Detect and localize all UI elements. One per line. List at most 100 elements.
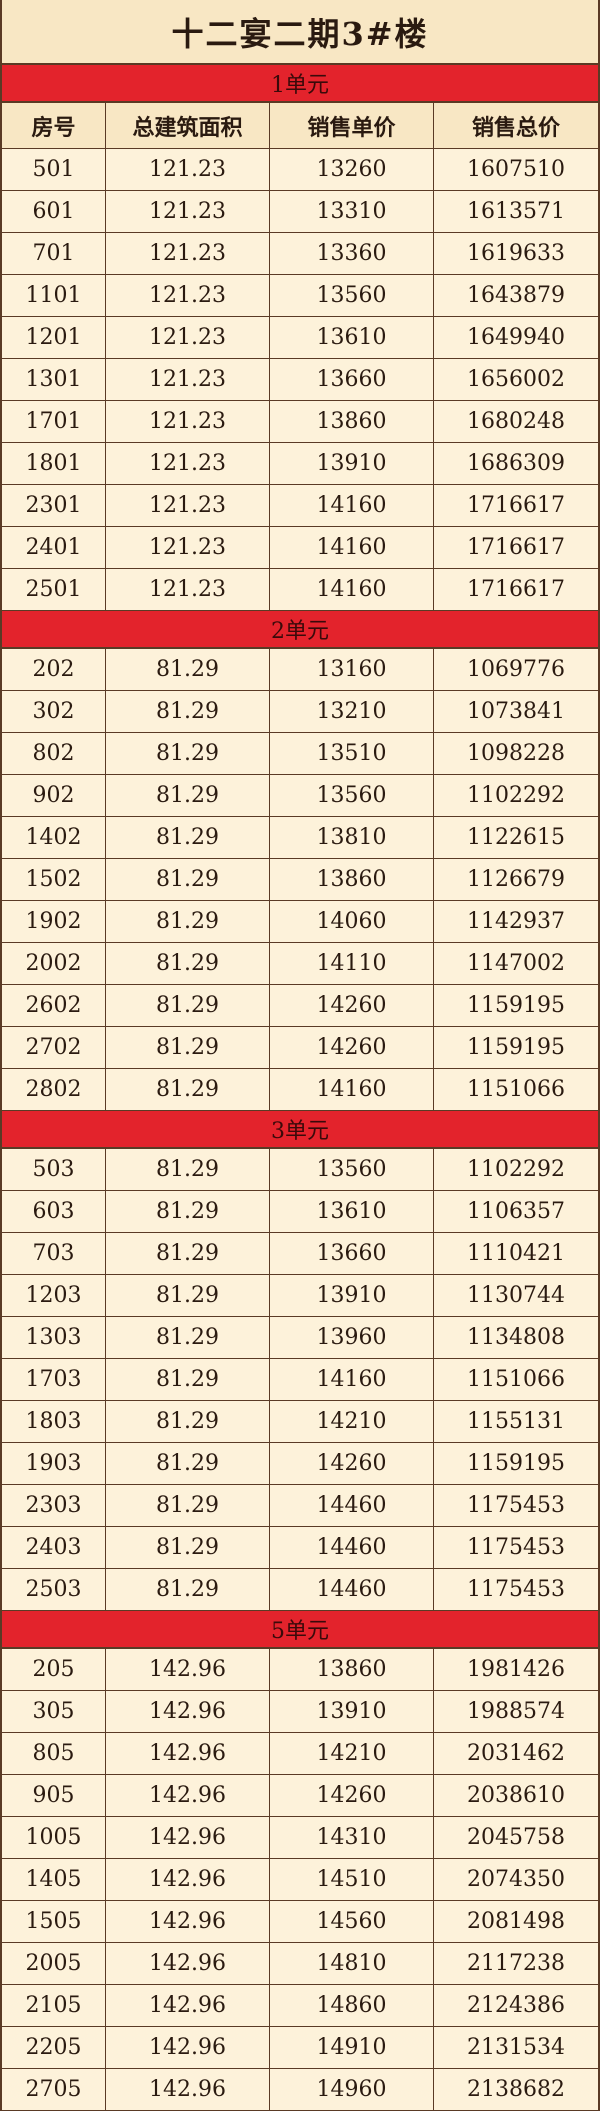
table-cell: 1102292	[467, 1157, 565, 1182]
header-cell: 总建筑面积	[106, 103, 270, 148]
table-cell: 14810	[270, 1943, 434, 1984]
table-cell: 1130744	[467, 1283, 565, 1308]
table-cell: 14460	[270, 1485, 434, 1526]
table-cell: 81.29	[106, 1027, 270, 1068]
table-cell: 905	[2, 1775, 106, 1816]
section-label: 3单元	[2, 1111, 598, 1149]
table-row: 703 81.29 13660 1110421	[2, 1233, 598, 1275]
table-cell: 14460	[270, 1527, 434, 1568]
table-cell: 14910	[270, 2027, 434, 2068]
table-cell: 121.23	[106, 401, 270, 442]
table-cell: 13260	[270, 149, 434, 190]
table-row: 1801 121.23 13910 1686309	[2, 443, 598, 485]
table-cell: 81.29	[106, 859, 270, 900]
table-cell: 81.29	[106, 1485, 270, 1526]
table-cell: 81.29	[106, 1527, 270, 1568]
table-cell: 14510	[270, 1859, 434, 1900]
table-cell: 142.96	[106, 1859, 270, 1900]
table-cell: 2131534	[467, 2035, 565, 2060]
table-cell: 1613571	[467, 199, 565, 224]
table-cell: 121.23	[106, 443, 270, 484]
table-row: 1201 121.23 13610 1649940	[2, 317, 598, 359]
table-row: 1902 81.29 14060 1142937	[2, 901, 598, 943]
table-cell: 14210	[270, 1401, 434, 1442]
table-cell: 81.29	[106, 1233, 270, 1274]
table-row: 2205 142.96 14910 2131534	[2, 2027, 598, 2069]
table-cell: 1903	[2, 1443, 106, 1484]
table-cell: 81.29	[106, 1191, 270, 1232]
table-cell: 81.29	[106, 817, 270, 858]
table-cell: 121.23	[106, 149, 270, 190]
table-cell: 2002	[2, 943, 106, 984]
table-cell: 81.29	[106, 649, 270, 690]
table-cell: 1649940	[467, 325, 565, 350]
table-cell: 13510	[270, 733, 434, 774]
table-cell: 81.29	[106, 1569, 270, 1610]
table-row: 2403 81.29 14460 1175453	[2, 1527, 598, 1569]
table-cell: 1175453	[467, 1577, 565, 1602]
table-cell: 13910	[270, 1275, 434, 1316]
header-cell: 销售总价	[471, 114, 560, 141]
table-cell: 202	[2, 649, 106, 690]
table-cell: 14160	[270, 1069, 434, 1110]
table-row: 2401 121.23 14160 1716617	[2, 527, 598, 569]
table-cell: 1147002	[467, 951, 565, 976]
table-cell: 2005	[2, 1943, 106, 1984]
table-row: 202 81.29 13160 1069776	[2, 649, 598, 691]
table-row: 1203 81.29 13910 1130744	[2, 1275, 598, 1317]
table-cell: 13310	[270, 191, 434, 232]
table-cell: 142.96	[106, 1691, 270, 1732]
table-cell: 14960	[270, 2069, 434, 2110]
table-row: 2501 121.23 14160 1716617	[2, 569, 598, 611]
table-cell: 2602	[2, 985, 106, 1026]
table-cell: 1069776	[467, 657, 565, 682]
table-row: 1903 81.29 14260 1159195	[2, 1443, 598, 1485]
table-cell: 13610	[270, 317, 434, 358]
table-cell: 1142937	[467, 909, 565, 934]
table-cell: 2081498	[467, 1909, 565, 1934]
table-cell: 1159195	[467, 993, 565, 1018]
table-cell: 81.29	[106, 943, 270, 984]
table-row: 2705 142.96 14960 2138682	[2, 2069, 598, 2111]
table-cell: 14460	[270, 1569, 434, 1610]
table-cell: 1981426	[467, 1657, 565, 1682]
table-cell: 14260	[270, 1775, 434, 1816]
table-row: 905 142.96 14260 2038610	[2, 1775, 598, 1817]
table-cell: 121.23	[106, 359, 270, 400]
table-row: 1303 81.29 13960 1134808	[2, 1317, 598, 1359]
table-cell: 81.29	[106, 1443, 270, 1484]
table-row: 503 81.29 13560 1102292	[2, 1149, 598, 1191]
table-cell: 1701	[2, 401, 106, 442]
table-cell: 2124386	[467, 1993, 565, 2018]
table-cell: 81.29	[106, 1401, 270, 1442]
table-row: 1505 142.96 14560 2081498	[2, 1901, 598, 1943]
table-cell: 1175453	[467, 1493, 565, 1518]
table-cell: 1159195	[467, 1451, 565, 1476]
table-cell: 1716617	[467, 493, 565, 518]
table-cell: 603	[2, 1191, 106, 1232]
table-row: 701 121.23 13360 1619633	[2, 233, 598, 275]
table-cell: 13860	[270, 859, 434, 900]
table-cell: 1106357	[467, 1199, 565, 1224]
table-row: 501 121.23 13260 1607510	[2, 149, 598, 191]
table-cell: 13560	[270, 275, 434, 316]
table-cell: 2038610	[467, 1783, 565, 1808]
table-cell: 13210	[270, 691, 434, 732]
table-cell: 121.23	[106, 275, 270, 316]
table-row: 802 81.29 13510 1098228	[2, 733, 598, 775]
table-cell: 13860	[270, 401, 434, 442]
table-cell: 1203	[2, 1275, 106, 1316]
table-cell: 1680248	[467, 409, 565, 434]
table-title: 十二宴二期3#楼	[2, 0, 598, 65]
table-cell: 2403	[2, 1527, 106, 1568]
table-cell: 1619633	[467, 241, 565, 266]
table-cell: 2105	[2, 1985, 106, 2026]
table-row: 205 142.96 13860 1981426	[2, 1649, 598, 1691]
table-row: 2005 142.96 14810 2117238	[2, 1943, 598, 1985]
table-cell: 2401	[2, 527, 106, 568]
table-cell: 14260	[270, 985, 434, 1026]
table-cell: 13860	[270, 1649, 434, 1690]
table-cell: 142.96	[106, 1985, 270, 2026]
